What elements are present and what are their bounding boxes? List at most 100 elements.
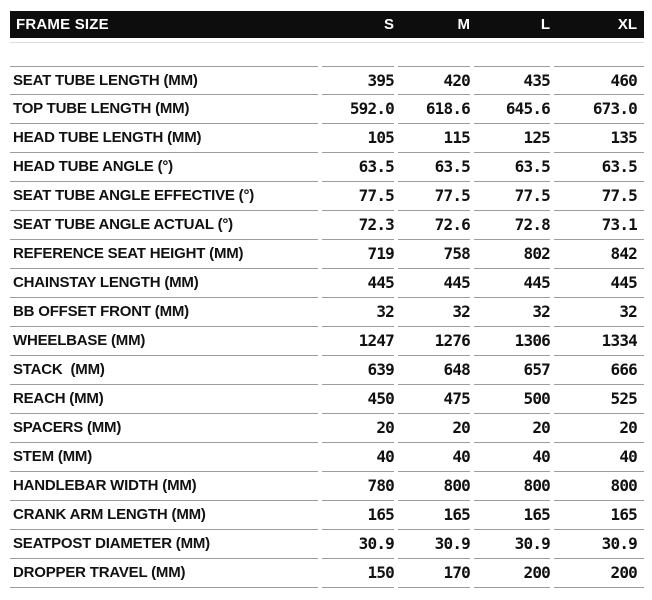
row-value: 445 <box>554 269 644 298</box>
row-value: 475 <box>398 385 471 414</box>
row-value: 20 <box>554 414 644 443</box>
row-label: SEAT TUBE LENGTH (MM) <box>10 66 318 95</box>
row-value: 77.5 <box>554 182 644 211</box>
row-value: 165 <box>474 501 551 530</box>
table-row: CHAINSTAY LENGTH (MM) 445 445 445 445 <box>10 269 644 298</box>
row-value: 77.5 <box>398 182 471 211</box>
row-label: CHAINSTAY LENGTH (MM) <box>10 269 318 298</box>
row-value: 673.0 <box>554 95 644 124</box>
table-row: WHEELBASE (MM) 1247 1276 1306 1334 <box>10 327 644 356</box>
row-value: 500 <box>474 385 551 414</box>
row-value: 666 <box>554 356 644 385</box>
size-column-header-s: S <box>383 16 394 33</box>
row-label: STEM (MM) <box>10 443 318 472</box>
row-label: TOP TUBE LENGTH (MM) <box>10 95 318 124</box>
row-value: 72.3 <box>322 211 395 240</box>
row-value: 20 <box>398 414 471 443</box>
row-value: 20 <box>322 414 395 443</box>
row-value: 780 <box>322 472 395 501</box>
row-value: 77.5 <box>322 182 395 211</box>
row-value: 639 <box>322 356 395 385</box>
row-value: 63.5 <box>398 153 471 182</box>
table-row: SEATPOST DIAMETER (MM) 30.9 30.9 30.9 30.9 <box>10 530 644 559</box>
row-value: 30.9 <box>554 530 644 559</box>
row-value: 170 <box>398 559 471 588</box>
row-value: 445 <box>474 269 551 298</box>
row-value: 30.9 <box>474 530 551 559</box>
table-header-row: FRAME SIZE S M L XL <box>10 11 644 38</box>
size-column-header-l: L <box>540 16 550 33</box>
row-value: 40 <box>398 443 471 472</box>
row-label: SPACERS (MM) <box>10 414 318 443</box>
row-value: 758 <box>398 240 471 269</box>
row-value: 32 <box>554 298 644 327</box>
row-value: 63.5 <box>322 153 395 182</box>
row-value: 445 <box>322 269 395 298</box>
row-value: 40 <box>474 443 551 472</box>
row-value: 125 <box>474 124 551 153</box>
row-value: 165 <box>322 501 395 530</box>
size-column-header-xl: XL <box>617 16 637 33</box>
table-row: HEAD TUBE LENGTH (MM) 105 115 125 135 <box>10 124 644 153</box>
table-row: TOP TUBE LENGTH (MM) 592.0 618.6 645.6 673.0 <box>10 95 644 124</box>
row-value: 200 <box>474 559 551 588</box>
row-label: BB OFFSET FRONT (MM) <box>10 298 318 327</box>
row-label: CRANK ARM LENGTH (MM) <box>10 501 318 530</box>
row-value: 450 <box>322 385 395 414</box>
row-value: 32 <box>398 298 471 327</box>
row-value: 200 <box>554 559 644 588</box>
table-row: BB OFFSET FRONT (MM) 32 32 32 32 <box>10 298 644 327</box>
row-label: HANDLEBAR WIDTH (MM) <box>10 472 318 501</box>
row-value: 460 <box>554 66 644 95</box>
table-row: REFERENCE SEAT HEIGHT (MM) 719 758 802 842 <box>10 240 644 269</box>
row-value: 20 <box>474 414 551 443</box>
row-value: 645.6 <box>474 95 551 124</box>
row-value: 135 <box>554 124 644 153</box>
row-value: 802 <box>474 240 551 269</box>
table-body: SEAT TUBE LENGTH (MM) 395 420 435 460 TOP TUB… <box>10 66 644 588</box>
frame-size-header: FRAME SIZE <box>16 16 109 33</box>
table-row: STEM (MM) 40 40 40 40 <box>10 443 644 472</box>
table-row: REACH (MM) 450 475 500 525 <box>10 385 644 414</box>
table-row: CRANK ARM LENGTH (MM) 165 165 165 165 <box>10 501 644 530</box>
row-value: 657 <box>474 356 551 385</box>
row-value: 32 <box>474 298 551 327</box>
size-column-header-m: M <box>457 16 471 33</box>
row-label: WHEELBASE (MM) <box>10 327 318 356</box>
row-label: DROPPER TRAVEL (MM) <box>10 559 318 588</box>
row-label: HEAD TUBE LENGTH (MM) <box>10 124 318 153</box>
row-label: STACK (MM) <box>10 356 318 385</box>
row-value: 525 <box>554 385 644 414</box>
row-value: 77.5 <box>474 182 551 211</box>
row-value: 72.6 <box>398 211 471 240</box>
row-label: REACH (MM) <box>10 385 318 414</box>
row-value: 63.5 <box>474 153 551 182</box>
table-row: HEAD TUBE ANGLE (°) 63.5 63.5 63.5 63.5 <box>10 153 644 182</box>
row-label: SEAT TUBE ANGLE ACTUAL (°) <box>10 211 318 240</box>
row-label: SEATPOST DIAMETER (MM) <box>10 530 318 559</box>
table-row: SEAT TUBE LENGTH (MM) 395 420 435 460 <box>10 66 644 95</box>
row-value: 800 <box>398 472 471 501</box>
row-value: 592.0 <box>322 95 395 124</box>
row-value: 165 <box>554 501 644 530</box>
row-value: 72.8 <box>474 211 551 240</box>
row-value: 800 <box>554 472 644 501</box>
header-divider-line <box>10 42 644 43</box>
table-row: DROPPER TRAVEL (MM) 150 170 200 200 <box>10 559 644 588</box>
row-value: 40 <box>554 443 644 472</box>
row-value: 115 <box>398 124 471 153</box>
row-label: REFERENCE SEAT HEIGHT (MM) <box>10 240 318 269</box>
row-value: 40 <box>322 443 395 472</box>
row-value: 395 <box>322 66 395 95</box>
row-value: 63.5 <box>554 153 644 182</box>
row-value: 32 <box>322 298 395 327</box>
table-row: SPACERS (MM) 20 20 20 20 <box>10 414 644 443</box>
frame-size-table: FRAME SIZE S M L XL SEAT TUBE LENGTH (MM… <box>10 11 644 588</box>
table-row: SEAT TUBE ANGLE ACTUAL (°) 72.3 72.6 72.8 73… <box>10 211 644 240</box>
row-value: 1276 <box>398 327 471 356</box>
row-value: 842 <box>554 240 644 269</box>
row-value: 30.9 <box>322 530 395 559</box>
table-row: HANDLEBAR WIDTH (MM) 780 800 800 800 <box>10 472 644 501</box>
table-row: STACK (MM) 639 648 657 666 <box>10 356 644 385</box>
